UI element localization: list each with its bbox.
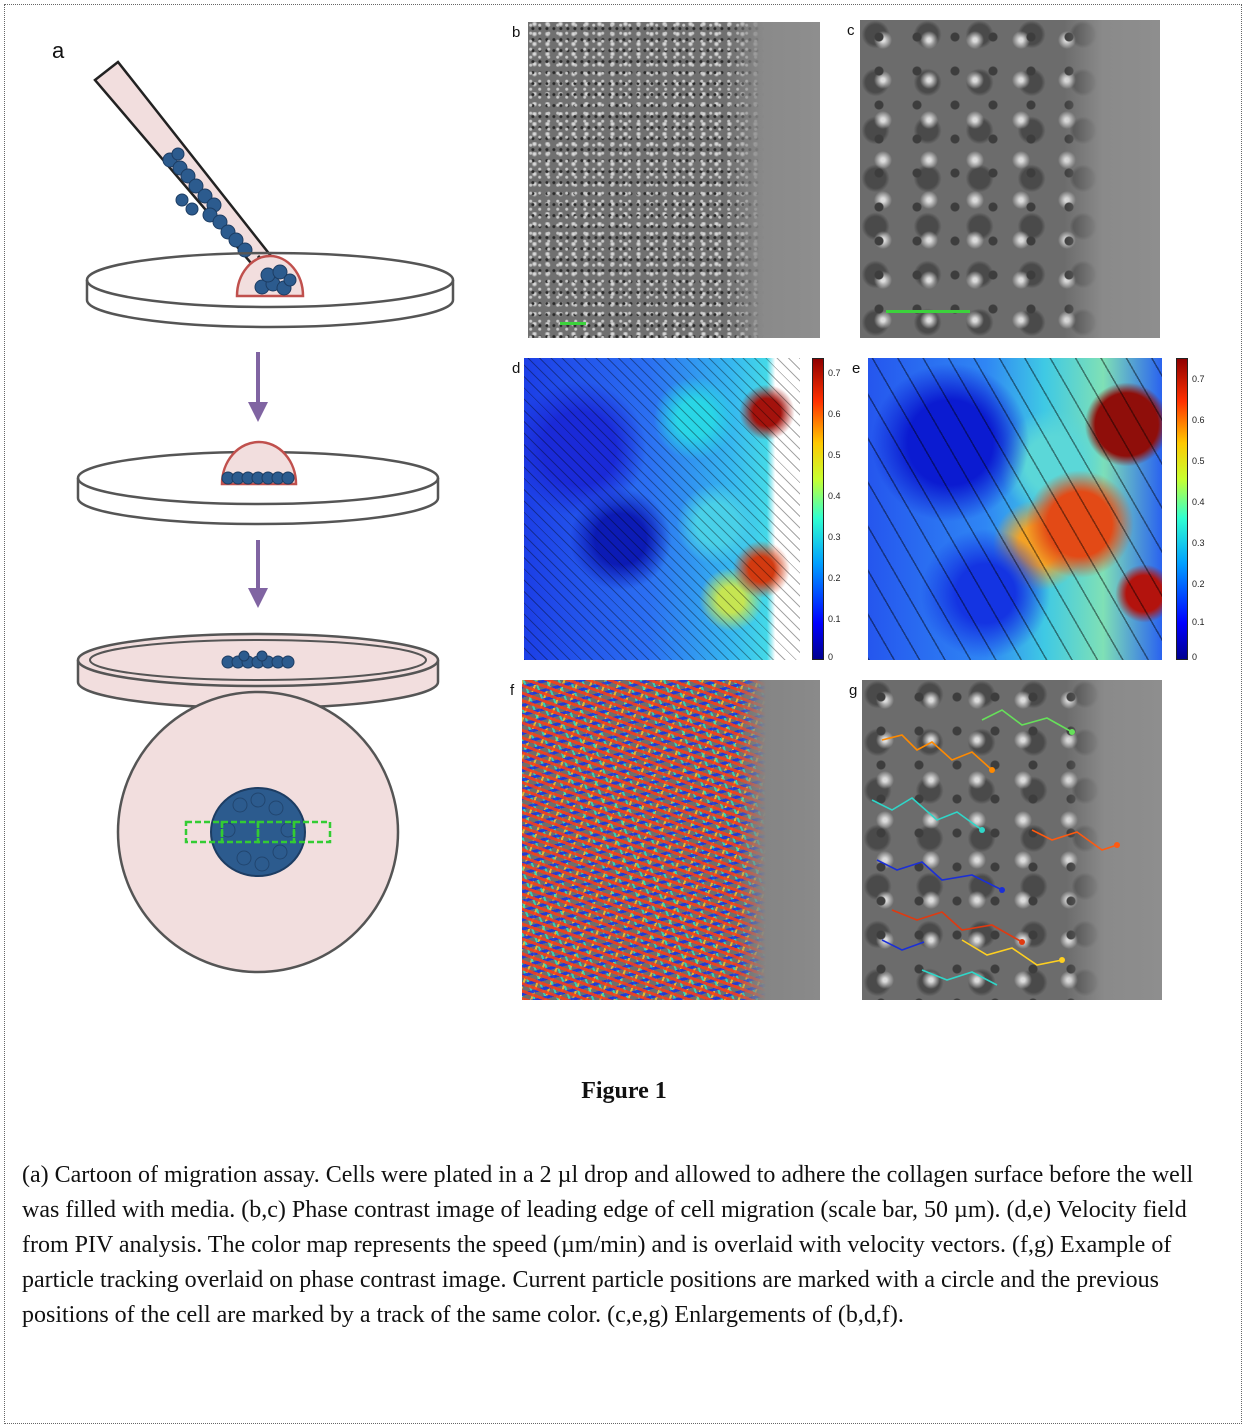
pipette-icon (93, 60, 284, 285)
panel-label-e: e (852, 360, 861, 377)
colorbar-tick: 0.2 (828, 573, 841, 583)
dish-with-adhered-drop (76, 440, 440, 526)
phase-contrast-image-c (860, 20, 1160, 338)
figure-caption: (a) Cartoon of migration assay. Cells we… (22, 1162, 1194, 1328)
colorbar-tick: 0 (1192, 652, 1198, 662)
scale-bar (886, 310, 970, 313)
colorbar-tick: 0 (828, 652, 834, 662)
colorbar-tick: 0.4 (828, 491, 841, 501)
panel-label-c: c (847, 22, 855, 39)
figure-title: Figure 1 (581, 1078, 667, 1104)
dish-filled-with-media (76, 632, 440, 710)
colorbar-tick: 0.6 (828, 409, 841, 419)
velocity-heatmap-d (524, 358, 800, 660)
arrow-down-icon (248, 540, 268, 608)
panel-label-b: b (512, 24, 521, 41)
colorbar-tick: 0.1 (1192, 617, 1205, 627)
colorbar-tick: 0.6 (1192, 415, 1205, 425)
panel-label-f: f (510, 682, 515, 699)
colorbar-tick: 0.2 (1192, 579, 1205, 589)
particle-track-overlay (871, 709, 1120, 986)
imaging-region-boxes (184, 820, 332, 844)
colorbar-tick: 0.5 (1192, 456, 1205, 466)
dish-top-view (116, 690, 400, 974)
colorbar-tick: 0.3 (828, 532, 841, 542)
colorbar-tick: 0.7 (828, 368, 841, 378)
colorbar-tick: 0.3 (1192, 538, 1205, 548)
scale-bar (560, 322, 586, 325)
velocity-heatmap-e (868, 358, 1162, 660)
colorbar-tick: 0.7 (1192, 374, 1205, 384)
arrow-down-icon (248, 352, 268, 422)
colorbar-tick: 0.4 (1192, 497, 1205, 507)
phase-contrast-image-b (528, 22, 820, 338)
colorbar-tick: 0.5 (828, 450, 841, 460)
particle-tracks-image-f (522, 680, 820, 1000)
colorbar-tick: 0.1 (828, 614, 841, 624)
migration-assay-cartoon (76, 60, 455, 974)
panel-label-g: g (849, 682, 858, 699)
particle-tracks-image-g (862, 680, 1162, 1000)
colorbar-d (812, 358, 824, 660)
dish-with-drop (85, 251, 455, 329)
panel-label-d: d (512, 360, 521, 377)
colorbar-e (1176, 358, 1188, 660)
panel-label-a: a (52, 38, 65, 63)
